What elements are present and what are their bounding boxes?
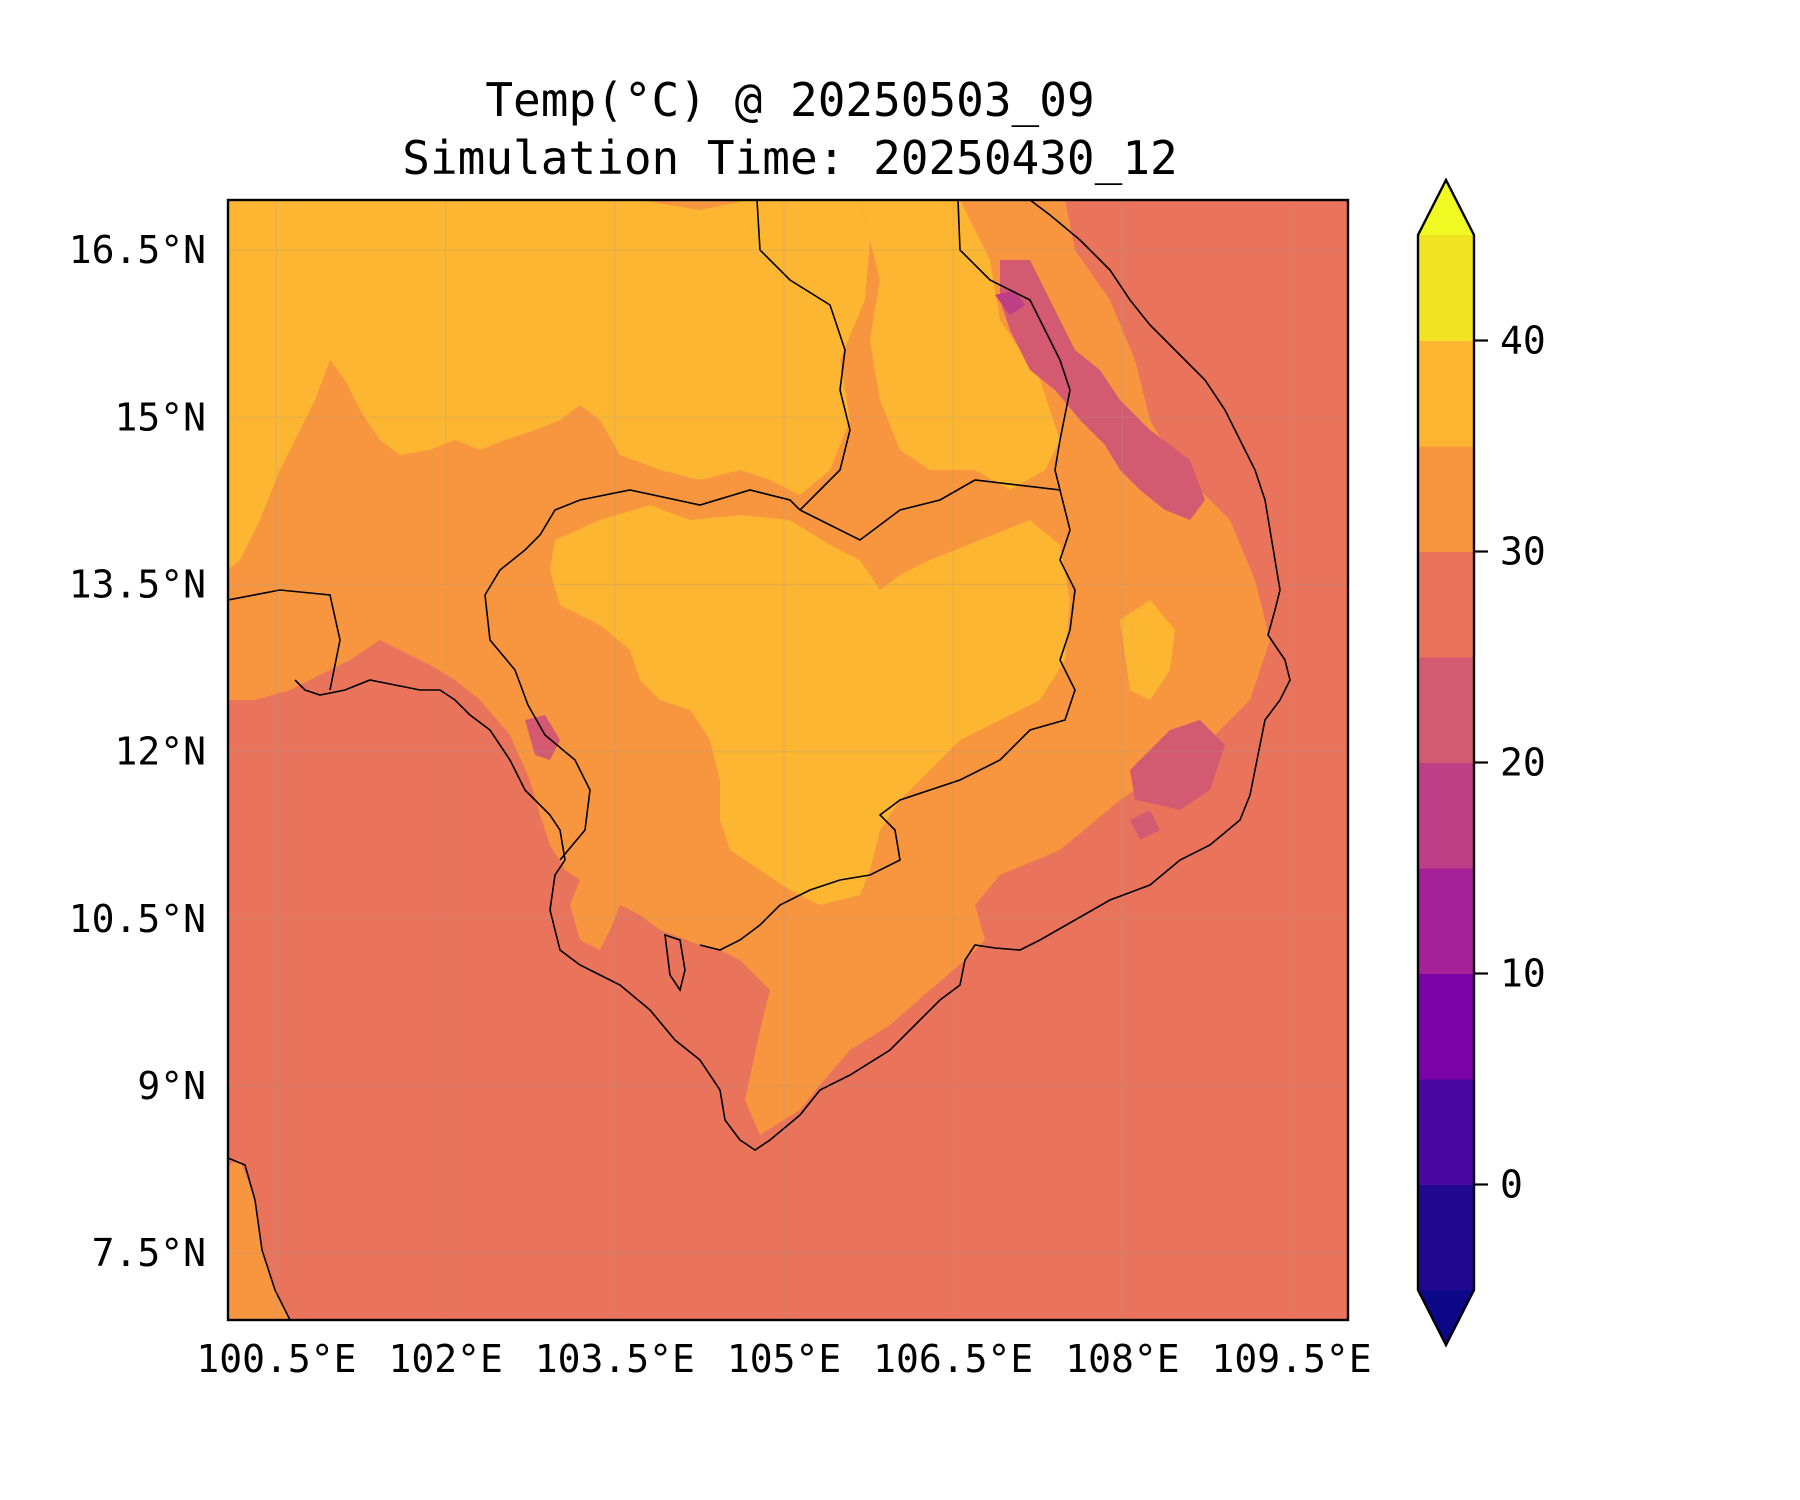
colorbar-over-arrow	[1418, 180, 1474, 235]
y-tick-label: 7.5°N	[92, 1231, 206, 1275]
map-gridlines	[228, 200, 1348, 1320]
x-tick-label: 103.5°E	[535, 1337, 695, 1381]
colorbar-segment	[1418, 235, 1474, 341]
vietnam-35-40-region	[1120, 600, 1175, 700]
latitude-tick-labels: 16.5°N 15°N 13.5°N 12°N 10.5°N 9°N 7.5°N	[69, 228, 206, 1275]
x-tick-label: 108°E	[1065, 1337, 1179, 1381]
colorbar-segment	[1418, 446, 1474, 552]
x-tick-label: 106.5°E	[873, 1337, 1033, 1381]
colorbar-outline	[1416, 177, 1476, 1348]
peninsula-land-region	[228, 1160, 290, 1320]
colorbar-under-arrow	[1418, 1290, 1474, 1345]
colorbar-tick-label: 40	[1500, 319, 1546, 363]
y-tick-label: 9°N	[137, 1064, 206, 1108]
laos-vietnam-border	[957, 200, 1071, 491]
laos-thailand-border	[756, 200, 851, 511]
y-tick-label: 15°N	[114, 395, 206, 439]
colorbar-segment	[1418, 973, 1474, 1080]
colorbar-segment	[1418, 551, 1474, 658]
y-tick-label: 12°N	[114, 730, 206, 774]
y-tick-label: 16.5°N	[69, 228, 206, 272]
colorbar-segment	[1418, 1079, 1474, 1185]
coastlines-and-borders	[228, 200, 1291, 1320]
colorbar-segment	[1418, 1184, 1474, 1291]
mountain-15-20-region	[995, 290, 1025, 315]
x-tick-label: 105°E	[727, 1337, 841, 1381]
highlands-20-25-region	[1000, 260, 1205, 520]
cambodia-35-40-region	[550, 505, 1070, 905]
y-tick-label: 13.5°N	[69, 562, 206, 606]
phu-quoc-island	[664, 933, 686, 992]
small-cool-spot	[1130, 810, 1160, 840]
colorbar-tick-label: 0	[1500, 1163, 1523, 1207]
colorbar-segment	[1418, 762, 1474, 869]
colorbar-tick-label: 10	[1500, 952, 1546, 996]
cambodia-vietnam-border	[699, 479, 1076, 951]
x-tick-label: 100.5°E	[196, 1337, 356, 1381]
x-tick-label: 109.5°E	[1212, 1337, 1372, 1381]
y-tick-label: 10.5°N	[69, 897, 206, 941]
temperature-map	[228, 200, 1348, 1320]
thailand-35-40-region	[228, 200, 870, 570]
x-tick-label: 102°E	[388, 1337, 502, 1381]
laos-35-40-region	[860, 200, 1060, 490]
map-frame	[226, 198, 1350, 1322]
peninsula-coastline	[228, 1157, 291, 1320]
colorbar-segments	[1418, 180, 1474, 1345]
south-highlands-20-25-region	[1130, 720, 1225, 810]
thailand-cambodia-border	[484, 489, 801, 861]
cardamom-20-25-region	[525, 715, 560, 760]
map-subtitle: Simulation Time: 20250430_12	[402, 131, 1178, 185]
colorbar-segment	[1418, 340, 1474, 447]
map-title: Temp(°C) @ 20250503_09	[485, 73, 1095, 127]
colorbar: 0 10 20 30 40	[1416, 177, 1546, 1348]
coastline	[294, 200, 1291, 1151]
colorbar-tick-label: 20	[1500, 741, 1546, 785]
longitude-tick-labels: 100.5°E 102°E 103.5°E 105°E 106.5°E 108°E 109.…	[196, 1337, 1371, 1381]
colorbar-ticks: 0 10 20 30 40	[1474, 319, 1546, 1207]
colorbar-segment	[1418, 657, 1474, 763]
colorbar-tick-label: 30	[1500, 530, 1546, 574]
colorbar-segment	[1418, 868, 1474, 974]
thailand-myanmar-border	[228, 589, 341, 691]
